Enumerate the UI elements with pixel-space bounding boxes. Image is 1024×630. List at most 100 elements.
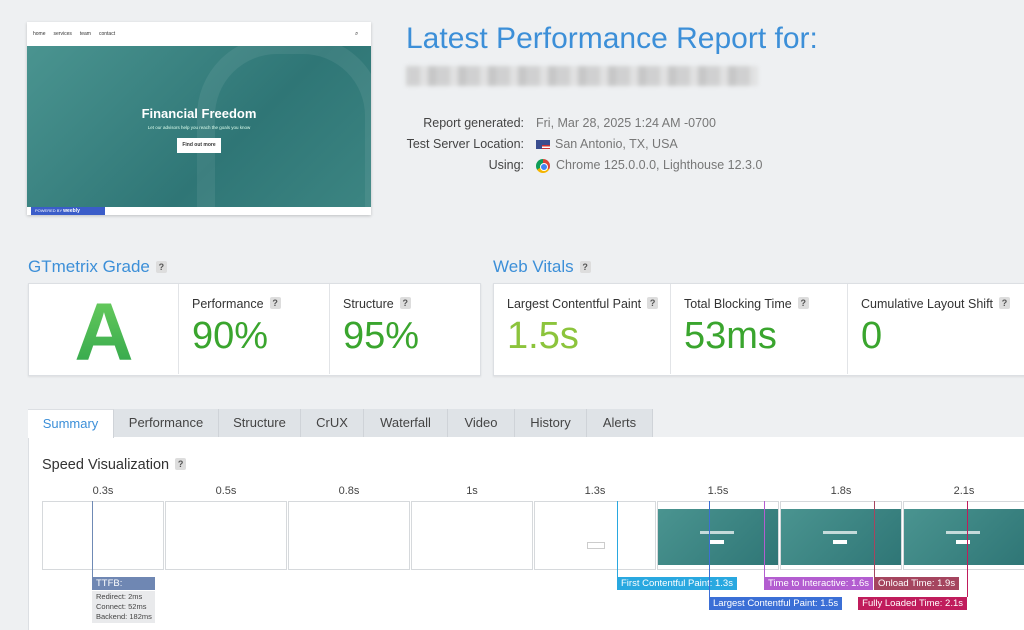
info-value: Fri, Mar 28, 2025 1:24 AM -0700 [536,116,716,130]
tab[interactable]: Video [448,409,515,437]
frame [165,501,287,570]
timestamp: 1.3s [584,485,606,497]
metric-value: 1.5s [507,315,579,357]
marker-label: Onload Time: 1.9s [874,577,960,590]
marker-line [709,501,710,597]
help-icon[interactable]: ? [175,458,187,470]
tab[interactable]: Summary [28,409,114,438]
timestamp: 0.5s [215,485,237,497]
nav-link: services [53,31,72,37]
metric-value: 0 [861,315,883,357]
chrome-center [540,163,548,171]
marker-label: First Contentful Paint: 1.3s [617,577,737,590]
info-label: Test Server Location: [406,137,524,151]
timestamp: 0.3s [92,485,114,497]
vitals-card [493,283,1024,376]
nav-link: team [79,31,91,37]
tab[interactable]: History [515,409,587,437]
thumb-nav [781,502,901,509]
ttfb-detail: Backend: 182ms [96,612,152,621]
timestamp: 1s [466,485,478,497]
thumb-text [823,531,857,534]
frame [780,501,902,570]
metric-label: Largest Contentful Paint? [507,297,659,311]
vitals-title: Web Vitals [493,257,574,276]
tab[interactable]: Structure [219,409,301,437]
ttfb-detail: Connect: 52ms [96,602,147,611]
blurred-url [406,66,758,86]
speed-heading: Speed Visualization? [42,457,187,473]
tab[interactable]: Waterfall [364,409,448,437]
thumb-hero [904,509,1024,565]
nav-link: contact [98,31,116,37]
metric-label: Performance? [192,297,281,311]
preview-button: Find out more [177,138,221,153]
preview-nav: home services team contact [33,31,123,37]
help-icon[interactable]: ? [647,297,659,309]
thumb-nav [658,502,778,509]
frame [42,501,164,570]
thumb-button [710,540,724,544]
timestamp: 2.1s [953,485,975,497]
metric-label: Total Blocking Time? [684,297,809,311]
tab[interactable]: CrUX [301,409,364,437]
grade-heading: GTmetrix Grade? [28,257,167,277]
help-icon[interactable]: ? [155,261,167,273]
info-label: Using: [488,158,524,172]
tab[interactable]: Alerts [587,409,653,437]
marker-line [617,501,618,577]
preview-heading: Financial Freedom [141,106,257,121]
frame [534,501,656,570]
timestamp: 1.5s [707,485,729,497]
badge-prefix: POWERED BY [35,208,63,213]
flag-icon [536,140,550,149]
badge-brand: weebly [63,208,80,214]
marker-label: Largest Contentful Paint: 1.5s [709,597,843,610]
marker-line [967,501,968,597]
help-icon[interactable]: ? [579,261,591,273]
site-preview: home services team contact ⌕ Financial Free… [27,22,371,215]
tab[interactable]: Performance [114,409,219,437]
help-icon[interactable]: ? [797,297,809,309]
report-title: Latest Performance Report for: [406,22,818,55]
help-icon[interactable]: ? [399,297,411,309]
ttfb-label: TTFB: 236ms [92,577,155,602]
metric-label: Cumulative Layout Shift? [861,297,1011,311]
thumb-text [946,531,980,534]
preview-hero: Financial Freedom Let our advisors help … [27,46,371,207]
frame [411,501,533,570]
thumb-text [700,531,734,534]
frame [903,501,1024,570]
help-icon[interactable]: ? [999,297,1011,309]
marker-label: Time to Interactive: 1.6s [764,577,874,590]
weebly-badge: POWERED BY weebly [31,207,105,215]
ttfb-details: Redirect: 2ms Connect: 52ms Backend: 182ms [92,591,155,623]
metric-label: Structure? [343,297,411,311]
vitals-heading: Web Vitals? [493,257,591,277]
hero-arch [197,46,371,207]
frame-element [587,542,605,549]
grade-letter: A [29,286,179,380]
nav-link: home [33,31,46,37]
thumb-hero [781,509,901,565]
card-divider [178,284,179,374]
help-icon[interactable]: ? [269,297,281,309]
thumb-nav [904,502,1024,509]
frame [288,501,410,570]
search-icon: ⌕ [355,31,359,37]
card-divider [847,284,848,374]
thumb-button [833,540,847,544]
thumb-button [956,540,970,544]
grade-title: GTmetrix Grade [28,257,150,276]
metric-value: 95% [343,315,420,357]
speed-title: Speed Visualization [42,457,170,473]
metric-value: 53ms [684,315,777,357]
info-value: San Antonio, TX, USA [555,137,678,151]
timestamp: 0.8s [338,485,360,497]
info-label: Report generated: [423,116,524,130]
info-value: Chrome 125.0.0.0, Lighthouse 12.3.0 [556,158,763,172]
marker-label: Fully Loaded Time: 2.1s [858,597,967,610]
timestamp: 1.8s [830,485,852,497]
frame [657,501,779,570]
